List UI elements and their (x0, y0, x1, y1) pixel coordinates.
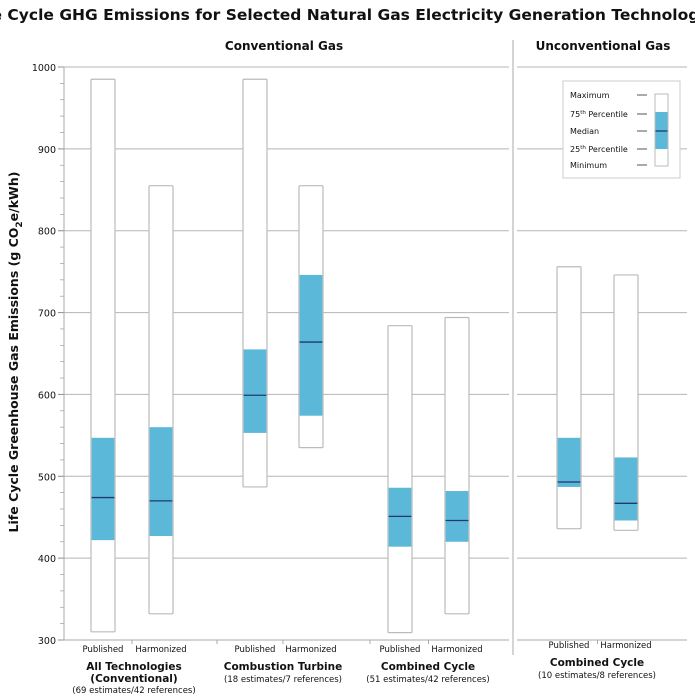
x-box-label: Harmonized (600, 641, 651, 651)
whisker-range-box (387, 325, 413, 634)
y-tick-label: 700 (38, 309, 56, 320)
group-note: (18 estimates/7 references) (224, 675, 342, 685)
group-label: Combined Cycle (381, 661, 475, 673)
y-tick-label: 400 (38, 554, 56, 565)
x-box-label: Published (549, 641, 590, 651)
panel-title-conventional: Conventional Gas (225, 39, 343, 53)
x-box-label: Harmonized (431, 645, 482, 655)
x-box-label: Published (380, 645, 421, 655)
group-label: Combustion Turbine (224, 661, 342, 673)
group-note: (69 estimates/42 references) (72, 686, 195, 696)
iqr-box (614, 457, 638, 521)
iqr-box (299, 274, 323, 416)
group-note: (10 estimates/8 references) (538, 671, 656, 681)
whisker-range-box (444, 316, 470, 615)
whisker-range-box (90, 78, 116, 633)
y-tick-label: 800 (38, 227, 56, 238)
group-label-line2: (Conventional) (90, 673, 177, 685)
whisker-range-box (556, 266, 582, 530)
x-box-label: Published (235, 645, 276, 655)
group-label: All Technologies (86, 661, 182, 673)
whisker-range-box (148, 185, 174, 615)
group-label: Combined Cycle (550, 657, 644, 669)
legend-label: Median (570, 127, 599, 136)
iqr-box (388, 487, 412, 547)
y-tick-label: 600 (38, 390, 56, 401)
x-box-label: Harmonized (285, 645, 336, 655)
x-box-label: Published (83, 645, 124, 655)
chart-title: Life Cycle GHG Emissions for Selected Na… (0, 6, 695, 24)
panel-title-unconventional: Unconventional Gas (536, 39, 671, 53)
legend-label: Maximum (570, 91, 610, 100)
iqr-box (243, 349, 267, 433)
iqr-box (445, 491, 469, 542)
y-axis-label: Life Cycle Greenhouse Gas Emissions (g C… (6, 172, 25, 533)
x-box-label: Harmonized (135, 645, 186, 655)
y-tick-label: 1000 (32, 63, 56, 74)
legend-label: 25th Percentile (570, 145, 628, 154)
y-tick-label: 500 (38, 472, 56, 483)
legend-label: 75th Percentile (570, 110, 628, 119)
y-tick-label: 900 (38, 145, 56, 156)
iqr-box (149, 427, 173, 537)
iqr-box (91, 437, 115, 541)
legend-label: Minimum (570, 161, 607, 170)
group-note: (51 estimates/42 references) (366, 675, 489, 685)
iqr-box (557, 437, 581, 487)
y-tick-label: 300 (38, 636, 56, 647)
